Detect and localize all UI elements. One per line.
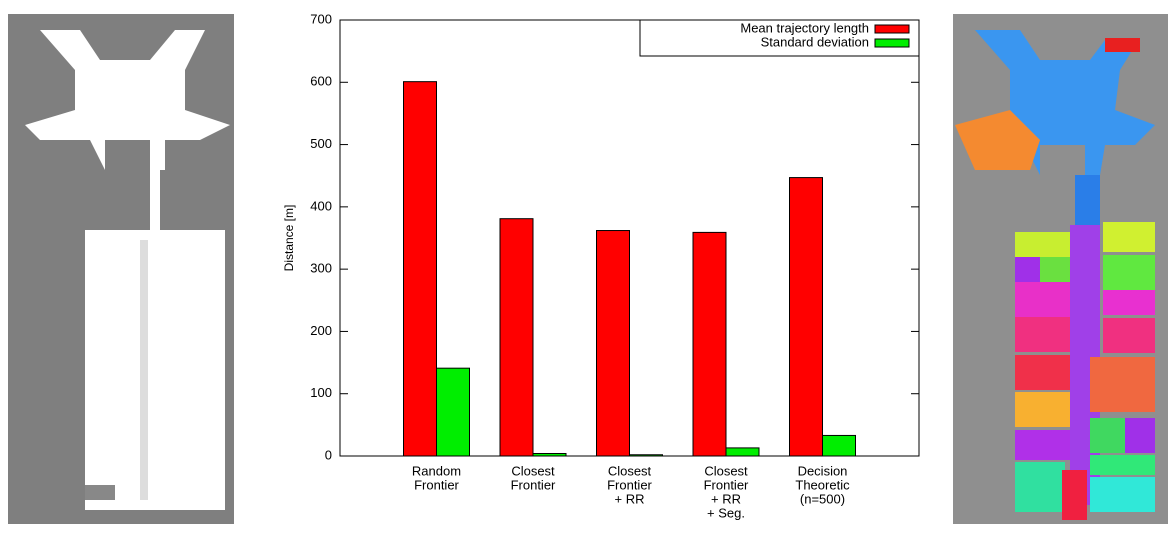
y-axis-label: Distance [m] (282, 205, 296, 272)
x-tick-label: Theoretic (795, 477, 850, 492)
x-tick-label: Frontier (511, 477, 556, 492)
legend-label: Mean trajectory length (740, 20, 869, 35)
bar (597, 231, 630, 456)
legend-swatch (875, 25, 909, 33)
x-tick-label: Random (412, 463, 461, 478)
y-tick-label: 200 (310, 323, 332, 338)
x-tick-label: (n=500) (800, 491, 845, 506)
bar (823, 435, 856, 456)
x-tick-label: Closest (704, 463, 748, 478)
legend-swatch (875, 39, 909, 47)
y-tick-label: 400 (310, 198, 332, 213)
x-tick-label: Decision (798, 463, 848, 478)
x-tick-label: Closest (511, 463, 555, 478)
x-tick-label: Frontier (414, 477, 459, 492)
occupancy-map (8, 14, 234, 524)
x-tick-label: + RR (711, 491, 741, 506)
bar (790, 178, 823, 456)
y-tick-label: 300 (310, 261, 332, 276)
bar (630, 455, 663, 456)
y-tick-label: 500 (310, 136, 332, 151)
bar (726, 448, 759, 456)
figure: Distance [m] 0 100 200 300 400 500 600 700 Rando… (0, 0, 1174, 532)
x-tick-label: + Seg. (707, 505, 745, 520)
y-tick-label: 700 (310, 11, 332, 26)
bar (693, 232, 726, 456)
bar (500, 219, 533, 456)
page: {"chart_data": {"type": "bar", "ylabel":… (0, 0, 1174, 537)
y-tick-label: 0 (325, 447, 332, 462)
x-tick-label: Closest (608, 463, 652, 478)
bar (533, 454, 566, 456)
x-tick-label: + RR (615, 491, 645, 506)
bar (404, 82, 437, 456)
x-tick-label: Frontier (607, 477, 652, 492)
y-tick-label: 100 (310, 385, 332, 400)
segmented-map (953, 14, 1168, 524)
bar (437, 368, 470, 456)
y-tick-label: 600 (310, 74, 332, 89)
x-tick-label: Frontier (704, 477, 749, 492)
legend-label: Standard deviation (761, 34, 869, 49)
